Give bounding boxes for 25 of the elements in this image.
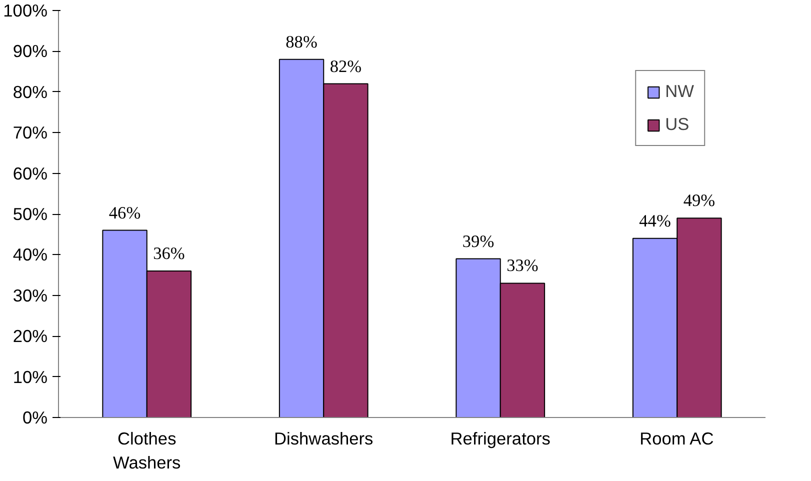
data-label: 39% [462, 232, 494, 251]
x-tick-label: Refrigerators [450, 428, 551, 448]
data-label: 88% [286, 32, 318, 52]
data-label: 82% [330, 56, 362, 76]
legend-label: NW [665, 81, 694, 102]
data-label: 49% [683, 191, 716, 210]
y-tick-label: 50% [12, 204, 48, 224]
x-tick-label: Clothes Washers [113, 428, 182, 472]
data-label: 33% [506, 256, 538, 276]
y-tick-label: 40% [12, 244, 48, 265]
y-tick-label: 30% [12, 285, 48, 306]
data-label: 36% [153, 244, 185, 263]
y-tick-label: 0% [22, 408, 48, 428]
data-label: 44% [639, 211, 671, 230]
y-tick-label: 20% [12, 326, 48, 346]
legend-label: US [665, 114, 690, 135]
y-tick-label: 70% [12, 122, 48, 143]
x-tick-label: Dishwashers [274, 428, 374, 448]
y-tick-label: 90% [12, 41, 48, 62]
y-tick-label: 100% [3, 0, 48, 20]
y-tick-label: 60% [12, 163, 48, 184]
y-tick-label: 80% [12, 82, 48, 102]
x-tick-label: Room AC [640, 428, 714, 448]
data-label: 46% [108, 203, 141, 222]
y-tick-label: 10% [12, 366, 48, 387]
